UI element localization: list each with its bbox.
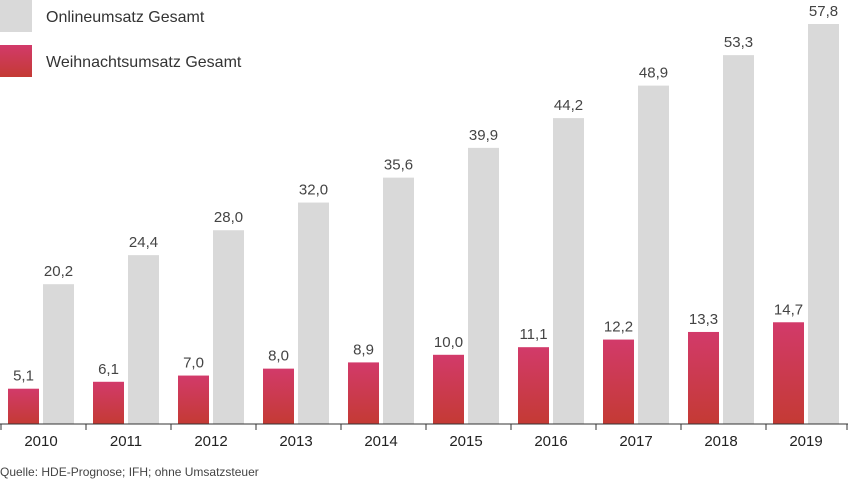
- data-label-online-2017: 48,9: [639, 65, 668, 82]
- data-label-online-2012: 28,0: [214, 209, 243, 226]
- x-tick-label-2018: 2018: [704, 433, 737, 450]
- x-tick-label-2015: 2015: [449, 433, 482, 450]
- x-axis-ticks: 2010 2011 2012 2013 2014 2015 2016 2017 2018 2019: [0, 424, 848, 450]
- data-label-online-2015: 39,9: [469, 127, 498, 144]
- data-label-christmas-2019: 14,7: [774, 301, 803, 318]
- data-label-online-2010: 20,2: [44, 263, 73, 280]
- x-tick-label-2013: 2013: [279, 433, 312, 450]
- data-label-online-2013: 32,0: [299, 182, 328, 199]
- data-label-online-2014: 35,6: [384, 157, 413, 174]
- bar-online-2012: [213, 230, 244, 424]
- data-label-christmas-2012: 7,0: [183, 355, 204, 372]
- data-label-online-2018: 53,3: [724, 34, 753, 51]
- data-label-christmas-2016: 11,1: [519, 326, 547, 343]
- x-tick-label-2019: 2019: [789, 433, 822, 450]
- x-tick-label-2014: 2014: [364, 433, 397, 450]
- bar-christmas-2014: [348, 362, 379, 424]
- bar-online-2018: [723, 55, 754, 424]
- data-label-christmas-2014: 8,9: [353, 341, 374, 358]
- bar-online-2019: [808, 24, 839, 424]
- bars-group: 5,1 20,2 6,1 24,4 7,0 28,0 8,0 32,0 8,9 35,6 10,0 3…: [8, 3, 839, 424]
- bar-christmas-2015: [433, 354, 464, 424]
- data-label-christmas-2017: 12,2: [604, 319, 633, 336]
- x-tick-label-2017: 2017: [619, 433, 652, 450]
- data-label-christmas-2018: 13,3: [689, 311, 718, 328]
- data-label-christmas-2013: 8,0: [268, 348, 289, 365]
- bar-christmas-2019: [773, 322, 804, 424]
- source-note: Quelle: HDE-Prognose; IFH; ohne Umsatzst…: [0, 465, 259, 479]
- x-tick-label-2011: 2011: [110, 433, 142, 450]
- bar-online-2014: [383, 177, 414, 424]
- bar-christmas-2011: [93, 381, 124, 424]
- data-label-online-2019: 57,8: [809, 3, 838, 20]
- bar-christmas-2012: [178, 375, 209, 424]
- legend-label-christmas: Weihnachtsumsatz Gesamt: [46, 54, 242, 71]
- legend-label-online: Onlineumsatz Gesamt: [46, 9, 205, 26]
- bar-christmas-2010: [8, 388, 39, 424]
- data-label-christmas-2010: 5,1: [13, 368, 34, 385]
- bar-online-2011: [128, 255, 159, 424]
- x-tick-label-2012: 2012: [194, 433, 227, 450]
- legend-swatch-online: [0, 0, 32, 32]
- legend-swatch-christmas: [0, 45, 32, 77]
- legend: Onlineumsatz Gesamt Weihnachtsumsatz Ges…: [0, 0, 242, 77]
- data-label-online-2016: 44,2: [554, 97, 583, 114]
- bar-online-2010: [43, 284, 74, 424]
- bar-online-2017: [638, 85, 669, 424]
- data-label-christmas-2015: 10,0: [434, 334, 463, 351]
- bar-christmas-2016: [518, 347, 549, 424]
- x-tick-label-2010: 2010: [24, 433, 57, 450]
- bar-online-2013: [298, 202, 329, 424]
- bar-online-2015: [468, 147, 499, 424]
- x-tick-label-2016: 2016: [534, 433, 567, 450]
- bar-online-2016: [553, 118, 584, 424]
- data-label-christmas-2011: 6,1: [98, 361, 119, 378]
- data-label-online-2011: 24,4: [129, 234, 158, 251]
- bar-christmas-2018: [688, 331, 719, 424]
- bar-christmas-2013: [263, 368, 294, 424]
- bar-christmas-2017: [603, 339, 634, 424]
